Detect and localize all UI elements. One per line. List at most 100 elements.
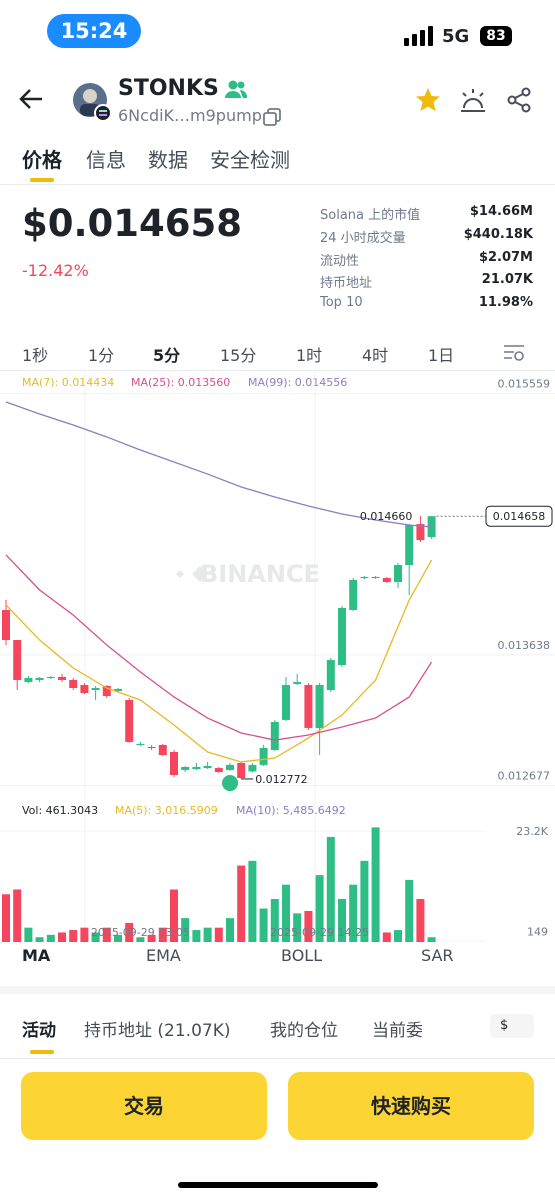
time-label: 2025-09-29 13:05	[91, 926, 190, 939]
alert-button[interactable]	[458, 86, 488, 114]
volume-bar	[416, 899, 425, 942]
stat-value: 21.07K	[481, 272, 533, 287]
tab-orders[interactable]: 当前委	[372, 1021, 422, 1041]
candle-body	[58, 676, 66, 680]
volume-bar	[170, 889, 178, 942]
tab-price[interactable]: 价格	[22, 148, 62, 172]
candle-body	[338, 607, 346, 666]
volume-bar	[371, 827, 380, 942]
volume-bar	[326, 836, 335, 942]
network: 5G	[442, 26, 470, 47]
time-label: 2025-09-29 14:25	[270, 926, 369, 939]
candle-body	[394, 564, 402, 582]
favorite-button[interactable]	[414, 86, 442, 114]
volume-bar	[80, 927, 89, 942]
volume-bar	[192, 930, 201, 942]
indicator[interactable]: SAR	[421, 946, 454, 965]
interval[interactable]: 1秒	[22, 346, 49, 365]
price-change: -12.42%	[22, 261, 89, 280]
ma-line	[5, 559, 433, 763]
volume-bar	[349, 884, 358, 942]
tab-positions[interactable]: 我的仓位	[270, 1021, 338, 1041]
ma-line	[5, 554, 433, 741]
token-name: STONKS	[118, 76, 219, 101]
tab-holders[interactable]: 持币地址 (21.07K)	[84, 1021, 231, 1041]
stat-value: $440.18K	[463, 227, 533, 242]
time: 15:24	[47, 14, 141, 48]
candle-body	[192, 766, 201, 770]
ma25-legend: MA(25): 0.013560	[131, 376, 231, 389]
trade-button[interactable]: 交易	[21, 1072, 267, 1140]
candle-body	[214, 768, 223, 772]
candle-body	[237, 763, 246, 778]
stat-label: Solana 上的市值	[320, 208, 421, 223]
last-price-box	[485, 505, 553, 527]
volume-bar	[13, 889, 22, 942]
stat-value: $14.66M	[469, 204, 533, 219]
volume-bar	[270, 899, 279, 942]
interval[interactable]: 1时	[296, 346, 323, 365]
volume-bar	[338, 899, 346, 942]
back-button[interactable]	[18, 86, 44, 112]
divider	[0, 370, 555, 371]
copy-button[interactable]	[262, 107, 282, 127]
candle-body	[35, 677, 44, 680]
candle-body	[91, 688, 100, 691]
volume-bar	[181, 918, 190, 942]
volume-legend: MA(10): 5,485.6492	[236, 804, 346, 817]
y-tick-label: 0.015559	[498, 378, 551, 391]
candle-body	[282, 685, 290, 720]
volume-bar	[69, 930, 78, 942]
volume-tick-label: 23.2K	[516, 825, 548, 838]
candle-body	[69, 679, 78, 688]
volume-bar	[360, 860, 369, 942]
candle-body	[125, 699, 134, 742]
battery: 83	[480, 26, 512, 46]
interval[interactable]: 1日	[428, 346, 455, 365]
volume-bar	[35, 937, 44, 942]
buy-marker	[222, 775, 238, 792]
quick-buy-button[interactable]: 快速购买	[288, 1072, 534, 1140]
volume-bar	[226, 918, 234, 942]
candle-body	[46, 676, 55, 678]
tab-activity[interactable]: 活动	[22, 1021, 56, 1041]
tab-data[interactable]: 数据	[148, 148, 188, 172]
indicator[interactable]: BOLL	[281, 946, 323, 965]
stat-value: 11.98%	[478, 295, 533, 310]
stat-value: $2.07M	[478, 250, 533, 265]
currency-select[interactable]: $	[490, 1014, 534, 1038]
interval-selected[interactable]: 5分	[153, 346, 181, 365]
tab-security[interactable]: 安全检测	[210, 148, 290, 172]
watermark-logo	[176, 566, 208, 582]
candle-body	[405, 525, 414, 565]
volume-bar	[102, 927, 111, 942]
last-price-label: 0.014658	[493, 510, 546, 523]
address: 6NcdiK…m9pump	[118, 106, 262, 125]
community-icon	[225, 80, 248, 98]
indicator[interactable]: EMA	[146, 946, 181, 965]
candle-body	[226, 764, 234, 770]
candle-body	[304, 685, 313, 728]
indicator-selected[interactable]: MA	[22, 946, 51, 965]
candle-body	[360, 576, 369, 579]
volume-bar	[427, 937, 436, 942]
candle-body	[102, 685, 111, 697]
chart-settings[interactable]	[502, 342, 526, 362]
candle-body	[315, 685, 324, 728]
tab-info[interactable]: 信息	[86, 148, 126, 172]
volume-bar	[203, 927, 212, 942]
candle-body	[181, 766, 190, 770]
separator	[0, 986, 555, 994]
candle-body	[259, 747, 268, 765]
candle-body	[270, 721, 279, 750]
interval[interactable]: 1分	[88, 346, 115, 365]
kline-chart: BINANCE 0.015559 0.013638 0.012677 0.014660…	[0, 370, 555, 945]
volume-bar	[24, 927, 33, 942]
interval[interactable]: 4时	[362, 346, 389, 365]
tab-indicator	[30, 178, 54, 182]
share-button[interactable]	[506, 86, 534, 114]
stat-label: 24 小时成交量	[320, 231, 406, 246]
candle-body	[203, 766, 212, 769]
volume-bar	[136, 937, 145, 942]
interval[interactable]: 15分	[220, 346, 257, 365]
